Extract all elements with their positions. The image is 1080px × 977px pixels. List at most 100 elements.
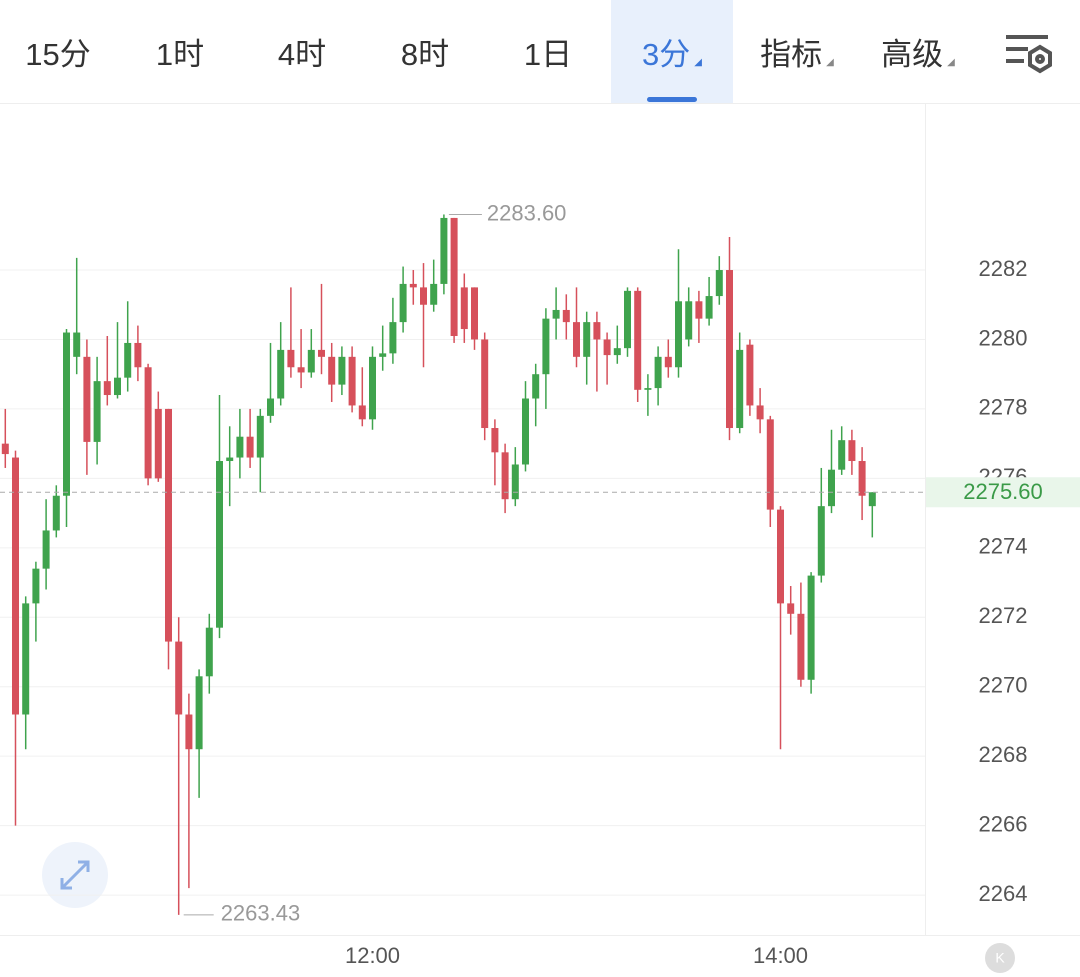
candle-body	[246, 436, 254, 458]
candle-body	[379, 353, 387, 357]
candle-body	[409, 283, 417, 288]
candle-body	[165, 408, 172, 642]
candle-body	[511, 464, 519, 500]
tab-label[interactable]: 15分	[25, 37, 91, 72]
expand-button[interactable]	[42, 842, 108, 908]
candle-body	[624, 290, 631, 349]
candle-body	[256, 415, 264, 458]
candle-body	[501, 452, 509, 500]
candle-body	[63, 332, 70, 496]
y-tick-label: 2282	[979, 256, 1028, 281]
candle-body	[766, 419, 774, 510]
tab[interactable]: 1日	[487, 0, 609, 103]
tab[interactable]: 1时	[119, 0, 241, 103]
candle-body	[389, 322, 397, 354]
candle-body	[430, 283, 438, 305]
y-tick-label: 2268	[979, 742, 1028, 767]
candle-body	[705, 296, 713, 319]
tab[interactable]: 15分	[0, 0, 119, 103]
candle-body	[307, 349, 315, 373]
candle-body	[369, 356, 376, 420]
candle-body	[644, 388, 652, 390]
min-label: 2263.43	[221, 901, 301, 926]
candle-body	[654, 356, 662, 389]
candle-body	[807, 575, 815, 680]
candle-body	[522, 398, 529, 465]
y-tick-label: 2264	[979, 881, 1028, 906]
candle-body	[358, 405, 366, 420]
candle-body	[348, 356, 356, 406]
candle-body	[552, 309, 560, 319]
candle-body	[42, 530, 50, 569]
tab[interactable]: 8时	[364, 0, 486, 103]
candle-body	[562, 309, 570, 323]
candle-body	[318, 349, 325, 357]
candle-body	[114, 377, 121, 396]
candle-body	[726, 270, 733, 429]
candle-body	[175, 641, 183, 715]
candle-body	[838, 440, 846, 470]
candle-body	[532, 374, 540, 399]
candle-body	[440, 217, 448, 284]
candle-body	[868, 492, 876, 507]
candle-body	[328, 356, 336, 385]
tab[interactable]: 4时	[241, 0, 363, 103]
candle-body	[32, 568, 40, 604]
candle-body	[828, 469, 835, 507]
candle-body	[593, 322, 601, 340]
tab-label[interactable]: 高级	[881, 37, 944, 72]
candle-body	[236, 436, 244, 458]
candle-body	[277, 349, 285, 399]
y-tick-label: 2266	[979, 811, 1028, 836]
candle-body	[695, 301, 703, 319]
candle-body	[471, 287, 478, 340]
candle-body	[858, 461, 866, 496]
tab-label[interactable]: 3分	[642, 37, 691, 72]
candle-body	[736, 349, 744, 429]
candle-body	[746, 344, 754, 406]
last-price-box	[926, 477, 1080, 508]
candle-body	[787, 603, 795, 614]
candle-body	[134, 342, 142, 368]
y-tick-label: 2274	[979, 534, 1028, 559]
x-tick-label: 12:00	[345, 943, 400, 968]
candle-body	[267, 398, 274, 416]
candle-body	[195, 676, 203, 750]
tab[interactable]: 指标 ◢	[760, 37, 834, 72]
max-label: 2283.60	[487, 200, 567, 225]
candle-body	[399, 283, 407, 323]
candle-body	[817, 506, 825, 576]
candle-body	[420, 287, 427, 305]
tab-label[interactable]: 4时	[277, 37, 327, 72]
candle-body	[52, 495, 60, 531]
y-tick-label: 2272	[979, 603, 1028, 628]
candle-body	[1, 443, 9, 455]
tab[interactable]: 高级 ◢	[881, 37, 955, 72]
candle-body	[154, 408, 162, 479]
tab-label[interactable]: 指标	[760, 37, 823, 72]
candle-body	[603, 339, 611, 356]
last-price-label: 2275.60	[963, 479, 1043, 504]
candle-body	[226, 457, 234, 462]
candle-body	[185, 714, 193, 750]
tab-label[interactable]: 1时	[155, 37, 205, 72]
candle-body	[205, 627, 213, 677]
toolbar: 15分 1时 4时 8时 1日 3分 ◢ 指标 ◢ 高级 ◢	[0, 0, 1080, 103]
candle-body	[103, 381, 111, 396]
y-tick-label: 2270	[979, 673, 1028, 698]
candle-body	[287, 349, 295, 368]
tab-label[interactable]: 1日	[523, 37, 573, 72]
candle-body	[73, 332, 81, 357]
candle-body	[675, 301, 682, 368]
settings-icon[interactable]	[1000, 25, 1060, 85]
candle-body	[542, 318, 550, 375]
svg-text:K: K	[995, 950, 1005, 966]
x-tick-label: 14:00	[753, 943, 808, 968]
candle-body	[460, 287, 468, 330]
tab-label[interactable]: 8时	[400, 37, 450, 72]
candle-body	[573, 322, 580, 357]
candle-body	[297, 367, 305, 373]
tab[interactable]: 3分 ◢	[611, 0, 733, 103]
k-button[interactable]: K	[985, 943, 1015, 973]
